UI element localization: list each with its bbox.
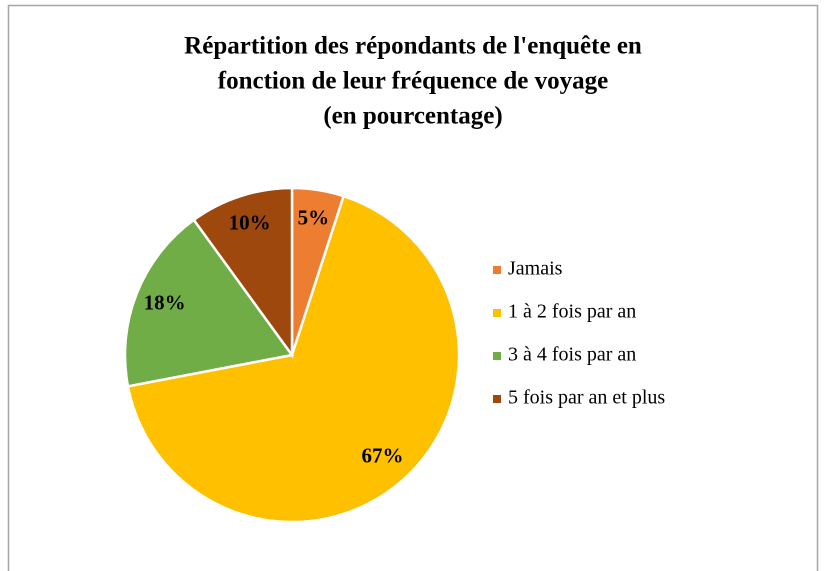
chart-title: fonction de leur fréquence de voyage bbox=[218, 68, 608, 95]
data-label: 67% bbox=[362, 444, 404, 468]
legend-label: 1 à 2 fois par an bbox=[508, 301, 636, 323]
pie-slice bbox=[126, 194, 461, 524]
legend-marker bbox=[493, 309, 501, 317]
legend-label: 5 fois par an et plus bbox=[508, 387, 665, 409]
legend-label: 3 à 4 fois par an bbox=[508, 344, 636, 366]
legend-label: Jamais bbox=[508, 258, 563, 280]
pie-slice bbox=[192, 186, 294, 359]
data-label: 10% bbox=[229, 211, 271, 235]
chart-title: Répartition des répondants de l'enquête … bbox=[184, 33, 642, 60]
legend-marker bbox=[493, 395, 501, 403]
legend-marker bbox=[493, 352, 501, 360]
chart-title: (en pourcentage) bbox=[323, 103, 502, 130]
legend-marker bbox=[493, 266, 501, 274]
pie-slice bbox=[123, 218, 295, 388]
data-label: 18% bbox=[144, 290, 186, 314]
data-label: 5% bbox=[298, 206, 330, 230]
